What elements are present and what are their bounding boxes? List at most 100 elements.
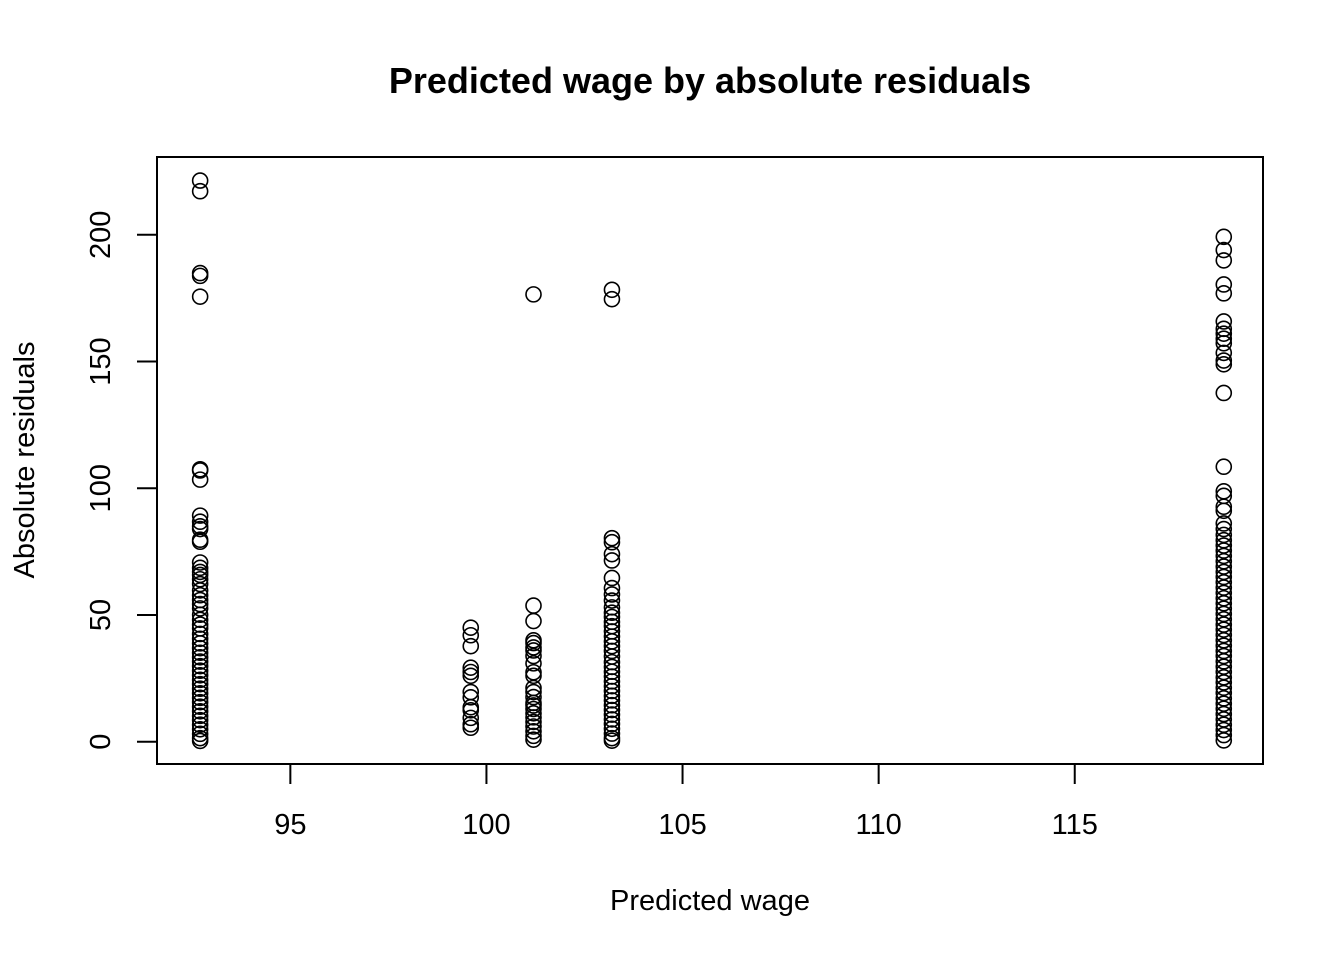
data-point: [603, 732, 621, 749]
data-point: [191, 707, 209, 725]
data-point: [191, 288, 209, 305]
data-point: [1215, 520, 1233, 538]
data-point: [603, 281, 621, 299]
data-point: [525, 688, 542, 706]
y-tick-label: 150: [85, 337, 117, 385]
data-point: [191, 732, 209, 750]
data-points: [191, 172, 1233, 750]
data-point: [525, 655, 542, 672]
x-axis-label: Predicted wage: [610, 885, 810, 917]
data-point: [1215, 721, 1233, 739]
data-point: [1215, 313, 1233, 330]
data-point: [1215, 325, 1233, 342]
data-point: [1215, 679, 1233, 697]
data-point: [525, 634, 542, 652]
data-point: [603, 677, 621, 695]
data-point: [191, 662, 209, 680]
data-point: [462, 663, 480, 681]
data-point: [1215, 356, 1233, 373]
data-point: [525, 731, 542, 748]
data-point: [191, 513, 209, 531]
data-point: [191, 702, 209, 720]
data-point: [1215, 285, 1233, 302]
data-point: [191, 462, 209, 479]
data-point: [191, 625, 209, 643]
data-point: [1215, 626, 1233, 644]
data-point: [191, 559, 209, 577]
data-point: [191, 611, 209, 629]
data-point: [525, 683, 542, 701]
data-point: [525, 612, 542, 630]
data-point: [603, 696, 621, 714]
data-point: [1215, 568, 1233, 586]
y-tick-label: 200: [85, 211, 117, 259]
data-point: [191, 471, 209, 488]
data-point: [1215, 705, 1233, 723]
data-point: [525, 723, 542, 740]
data-point: [1215, 732, 1233, 749]
y-axis: 0 50 100 150 200: [85, 211, 157, 750]
data-point: [525, 705, 542, 722]
data-point: [603, 706, 621, 723]
data-point: [191, 600, 209, 617]
data-point: [191, 182, 209, 200]
data-point: [191, 606, 209, 624]
data-point: [191, 657, 209, 675]
data-point: [191, 639, 209, 657]
data-point: [462, 709, 480, 727]
data-point: [1215, 674, 1233, 691]
data-point: [525, 700, 542, 718]
data-point: [191, 520, 209, 538]
data-point: [603, 682, 621, 700]
data-point: [462, 701, 480, 719]
data-point: [191, 586, 209, 604]
data-point: [462, 689, 480, 706]
data-point: [191, 666, 209, 684]
data-point: [191, 554, 209, 571]
data-point: [191, 675, 209, 693]
data-point: [603, 604, 621, 621]
data-point: [603, 529, 621, 547]
data-point: [1215, 547, 1233, 565]
data-point: [525, 718, 542, 735]
data-point: [525, 727, 542, 745]
data-point: [1215, 344, 1233, 362]
data-point: [1215, 241, 1233, 259]
data-point: [191, 616, 209, 633]
data-point: [1215, 542, 1233, 559]
data-point: [191, 533, 209, 551]
x-tick-label: 110: [856, 809, 902, 841]
data-point: [191, 653, 209, 670]
data-point: [191, 671, 209, 689]
data-point: [191, 630, 209, 648]
data-point: [603, 545, 621, 563]
data-point: [191, 575, 209, 593]
data-point: [525, 667, 542, 685]
data-point: [603, 725, 621, 742]
data-point: [462, 637, 480, 655]
data-point: [1215, 502, 1233, 520]
data-point: [1215, 600, 1233, 617]
data-point: [191, 648, 209, 666]
data-point: [1215, 726, 1233, 744]
data-point: [1215, 228, 1233, 246]
data-point: [525, 709, 542, 726]
data-point: [191, 698, 209, 716]
x-tick-label: 105: [658, 809, 706, 841]
x-tick-label: 100: [462, 809, 510, 841]
data-point: [462, 719, 480, 737]
data-point: [603, 586, 621, 603]
data-point: [1215, 276, 1233, 293]
data-point: [191, 693, 209, 711]
data-point: [462, 626, 480, 644]
data-point: [603, 533, 621, 551]
x-tick-label: 95: [274, 809, 306, 841]
data-point: [191, 680, 209, 698]
data-point: [603, 715, 621, 733]
data-point: [603, 720, 621, 738]
data-point: [1215, 621, 1233, 638]
data-point: [603, 642, 621, 660]
data-point: [191, 720, 209, 738]
y-tick-label: 0: [85, 734, 117, 750]
